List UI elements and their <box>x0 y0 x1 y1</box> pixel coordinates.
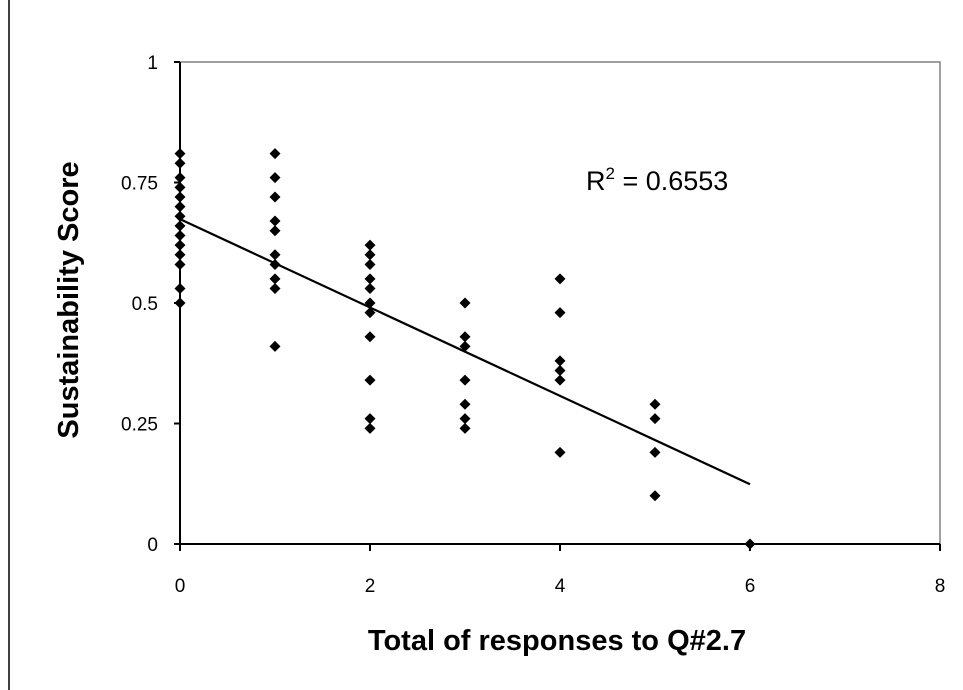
data-point-marker <box>554 307 566 319</box>
axes <box>179 62 940 545</box>
data-point-marker <box>174 210 186 222</box>
x-tick-label: 0 <box>175 576 186 597</box>
r-squared-superscript: 2 <box>606 164 615 183</box>
data-point-marker <box>174 258 186 270</box>
data-point-marker <box>554 355 566 367</box>
data-point-marker <box>174 201 186 213</box>
x-axis-title: Total of responses to Q#2.7 <box>368 625 746 657</box>
data-point-marker <box>649 413 661 425</box>
data-point-marker <box>269 258 281 270</box>
data-points <box>174 148 756 550</box>
data-point-marker <box>459 374 471 386</box>
data-point-marker <box>649 446 661 458</box>
data-point-marker <box>174 172 186 184</box>
data-point-marker <box>459 297 471 309</box>
r-squared-annotation: R2 = 0.6553 <box>586 164 728 196</box>
data-point-marker <box>364 258 376 270</box>
data-point-marker <box>364 307 376 319</box>
data-point-marker <box>364 413 376 425</box>
data-point-marker <box>364 273 376 285</box>
r-squared-base: R <box>586 166 606 196</box>
x-tick-label: 6 <box>745 576 756 597</box>
data-point-marker <box>459 422 471 434</box>
data-point-marker <box>459 340 471 352</box>
data-point-marker <box>364 422 376 434</box>
y-tick-label: 0.75 <box>121 174 158 195</box>
y-tick-label: 0.25 <box>121 415 158 436</box>
data-point-marker <box>174 181 186 193</box>
x-tick-label: 8 <box>935 576 946 597</box>
y-tick-label: 1 <box>147 53 158 74</box>
data-point-marker <box>649 398 661 410</box>
data-point-marker <box>744 538 756 550</box>
data-point-marker <box>269 340 281 352</box>
data-point-marker <box>269 283 281 295</box>
tick-marks <box>174 61 941 551</box>
data-point-marker <box>269 172 281 184</box>
data-point-marker <box>364 283 376 295</box>
data-point-marker <box>174 148 186 160</box>
tick-labels: 0 0.25 0.5 0.75 1 0 2 4 6 8 <box>121 53 945 597</box>
data-point-marker <box>269 225 281 237</box>
data-point-marker <box>174 191 186 203</box>
data-point-marker <box>364 239 376 251</box>
data-point-marker <box>269 148 281 160</box>
data-point-marker <box>364 374 376 386</box>
data-point-marker <box>174 239 186 251</box>
data-point-marker <box>554 364 566 376</box>
data-point-marker <box>269 273 281 285</box>
data-point-marker <box>364 331 376 343</box>
x-tick-label: 2 <box>365 576 376 597</box>
data-point-marker <box>364 297 376 309</box>
x-tick-label: 4 <box>555 576 566 597</box>
data-point-marker <box>649 490 661 502</box>
data-point-marker <box>269 249 281 261</box>
r-squared-value: = 0.6553 <box>615 166 728 196</box>
data-point-marker <box>364 249 376 261</box>
y-tick-label: 0.5 <box>132 294 158 315</box>
y-axis-title: Sustainability Score <box>53 161 85 438</box>
data-point-marker <box>174 220 186 232</box>
plot-area-frame <box>179 61 941 545</box>
data-point-marker <box>174 249 186 261</box>
data-point-marker <box>174 283 186 295</box>
data-point-marker <box>269 215 281 227</box>
y-tick-label: 0 <box>147 535 158 556</box>
data-point-marker <box>554 273 566 285</box>
data-point-marker <box>174 297 186 309</box>
data-point-marker <box>554 374 566 386</box>
data-point-marker <box>459 331 471 343</box>
data-point-marker <box>174 230 186 242</box>
data-point-marker <box>459 398 471 410</box>
data-point-marker <box>174 157 186 169</box>
data-point-marker <box>554 446 566 458</box>
data-point-marker <box>269 191 281 203</box>
data-point-marker <box>459 413 471 425</box>
